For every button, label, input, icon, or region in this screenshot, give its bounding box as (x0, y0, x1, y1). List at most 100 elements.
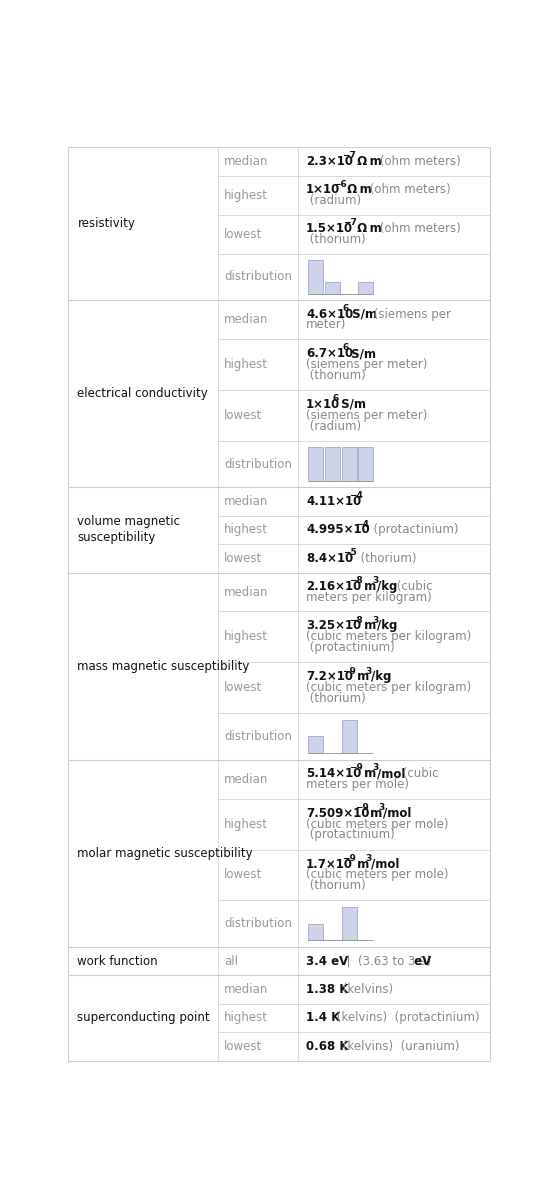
Text: (siemens per meter): (siemens per meter) (306, 409, 427, 422)
Text: −8: −8 (349, 576, 362, 585)
Text: /kg: /kg (377, 620, 397, 633)
Text: (thorium): (thorium) (306, 879, 366, 892)
Bar (342, 720, 356, 753)
Text: 2.3×10: 2.3×10 (306, 155, 353, 169)
Text: (kelvins)  (uranium): (kelvins) (uranium) (339, 1039, 459, 1052)
Text: 3.4 eV: 3.4 eV (306, 954, 348, 968)
Text: 0.68 K: 0.68 K (306, 1039, 349, 1052)
Text: meters per mole): meters per mole) (306, 779, 409, 791)
Text: electrical conductivity: electrical conductivity (77, 388, 208, 401)
Text: median: median (225, 773, 269, 786)
Text: (protactinium): (protactinium) (306, 829, 395, 842)
Bar (342, 447, 356, 481)
Text: 5.14×10: 5.14×10 (306, 767, 361, 780)
Text: lowest: lowest (225, 409, 263, 422)
Text: median: median (225, 155, 269, 169)
Text: −9: −9 (349, 763, 363, 773)
Text: (thorium): (thorium) (306, 368, 366, 382)
Text: m: m (360, 767, 376, 780)
Text: (protactinium): (protactinium) (306, 641, 395, 654)
Text: highest: highest (225, 818, 268, 830)
Text: (cubic meters per mole): (cubic meters per mole) (306, 868, 449, 881)
Text: 6.7×10: 6.7×10 (306, 347, 353, 360)
Text: (protactinium): (protactinium) (366, 524, 459, 536)
Text: highest: highest (225, 630, 268, 643)
Text: −9: −9 (342, 666, 356, 676)
Bar (359, 282, 373, 293)
Text: 4.995×10: 4.995×10 (306, 524, 370, 536)
Text: S/m: S/m (348, 307, 377, 321)
Text: 1.7×10: 1.7×10 (306, 858, 353, 871)
Text: Ω m: Ω m (343, 183, 372, 196)
Text: (radium): (radium) (306, 194, 361, 207)
Text: (ohm meters): (ohm meters) (376, 222, 461, 236)
Text: distribution: distribution (225, 917, 292, 930)
Text: m: m (366, 806, 382, 819)
Bar (307, 923, 323, 940)
Text: /mol: /mol (377, 767, 405, 780)
Text: median: median (225, 586, 269, 598)
Text: 4.6×10: 4.6×10 (306, 307, 353, 321)
Text: superconducting point: superconducting point (77, 1012, 210, 1025)
Text: /kg: /kg (377, 580, 397, 593)
Text: 3: 3 (366, 666, 372, 676)
Text: 1×10: 1×10 (306, 398, 340, 411)
Text: lowest: lowest (225, 227, 263, 240)
Text: (cubic: (cubic (399, 767, 439, 780)
Text: |  (3.63 to 3.9): | (3.63 to 3.9) (339, 954, 431, 968)
Text: 1.38 K: 1.38 K (306, 983, 348, 996)
Text: 1.4 K: 1.4 K (306, 1012, 340, 1025)
Text: 3: 3 (372, 576, 378, 585)
Text: (kelvins)  (protactinium): (kelvins) (protactinium) (332, 1012, 479, 1025)
Text: 4.11×10: 4.11×10 (306, 495, 361, 508)
Text: −4: −4 (349, 492, 363, 500)
Text: (thorium): (thorium) (306, 692, 366, 706)
Text: S/m: S/m (347, 347, 377, 360)
Text: −6: −6 (332, 179, 347, 189)
Text: (cubic: (cubic (393, 580, 432, 593)
Text: m: m (353, 671, 370, 683)
Text: distribution: distribution (225, 270, 292, 283)
Text: (radium): (radium) (306, 420, 361, 433)
Text: molar magnetic susceptibility: molar magnetic susceptibility (77, 847, 253, 860)
Text: volume magnetic
susceptibility: volume magnetic susceptibility (77, 515, 180, 544)
Text: (cubic meters per mole): (cubic meters per mole) (306, 818, 449, 830)
Text: 3: 3 (379, 803, 385, 812)
Text: m: m (360, 620, 376, 633)
Text: S/m: S/m (337, 398, 366, 411)
Text: distribution: distribution (225, 458, 292, 470)
Text: lowest: lowest (225, 682, 263, 695)
Text: 7.2×10: 7.2×10 (306, 671, 353, 683)
Text: meters per kilogram): meters per kilogram) (306, 591, 432, 604)
Bar (342, 907, 356, 940)
Text: mass magnetic susceptibility: mass magnetic susceptibility (77, 660, 250, 672)
Text: /mol: /mol (384, 806, 412, 819)
Text: distribution: distribution (225, 730, 292, 743)
Text: (kelvins): (kelvins) (339, 983, 393, 996)
Text: Ω m: Ω m (353, 222, 382, 236)
Text: 6: 6 (343, 343, 349, 353)
Text: (thorium): (thorium) (306, 233, 366, 246)
Bar (325, 447, 340, 481)
Text: median: median (225, 983, 269, 996)
Text: lowest: lowest (225, 1039, 263, 1052)
Text: highest: highest (225, 524, 268, 536)
Text: lowest: lowest (225, 868, 263, 881)
Text: 7.509×10: 7.509×10 (306, 806, 370, 819)
Text: highest: highest (225, 1012, 268, 1025)
Text: /mol: /mol (371, 858, 399, 871)
Text: 1.5×10: 1.5×10 (306, 222, 353, 236)
Text: meter): meter) (306, 318, 347, 331)
Text: 3: 3 (372, 763, 379, 773)
Text: 6: 6 (343, 304, 349, 313)
Text: Ω m: Ω m (353, 155, 382, 169)
Text: highest: highest (225, 189, 268, 202)
Text: m: m (360, 580, 376, 593)
Bar (307, 447, 323, 481)
Text: (siemens per meter): (siemens per meter) (306, 358, 427, 371)
Text: resistivity: resistivity (77, 218, 135, 230)
Text: 1×10: 1×10 (306, 183, 340, 196)
Text: (ohm meters): (ohm meters) (376, 155, 461, 169)
Text: (siemens per: (siemens per (370, 307, 451, 321)
Text: (thorium): (thorium) (353, 551, 417, 565)
